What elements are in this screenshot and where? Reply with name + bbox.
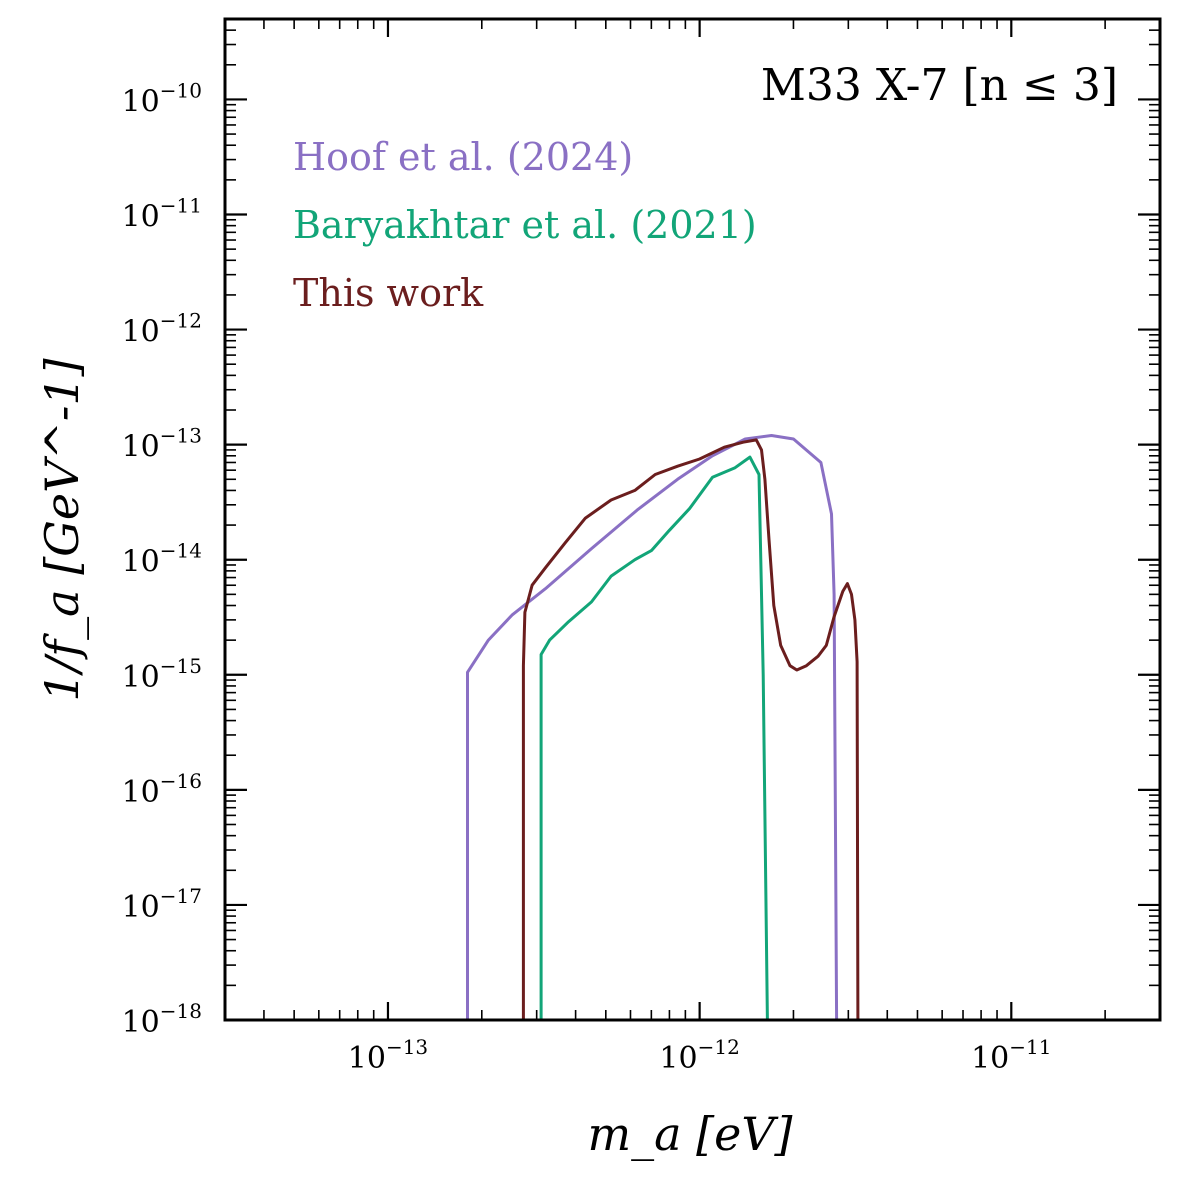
chart-title: M33 X-7 [n ≤ 3] bbox=[761, 60, 1118, 111]
x-axis-label: m_a [eV] bbox=[587, 1107, 792, 1161]
y-tick-label: 10−14 bbox=[122, 539, 202, 580]
y-tick-label: 10−16 bbox=[122, 769, 202, 810]
y-tick-label: 10−17 bbox=[122, 884, 202, 925]
y-tick-label: 10−10 bbox=[122, 78, 202, 119]
y-tick-label: 10−13 bbox=[122, 424, 202, 465]
series-layer bbox=[466, 434, 860, 1021]
y-axis-label: 1/f_a [GeV^-1] bbox=[35, 358, 89, 701]
legend-entry-baryakhtar: Baryakhtar et al. (2021) bbox=[293, 203, 757, 247]
legend: Hoof et al. (2024) Baryakhtar et al. (20… bbox=[293, 135, 757, 315]
y-tick-label: 10−11 bbox=[122, 194, 202, 235]
series-line-this-work bbox=[521, 438, 860, 1021]
y-tick-label: 10−12 bbox=[122, 309, 202, 350]
legend-entry-this-work: This work bbox=[293, 271, 484, 315]
y-tick-label: 10−15 bbox=[122, 654, 202, 695]
major-ticks bbox=[225, 19, 1160, 1022]
x-tick-label: 10−11 bbox=[971, 1035, 1051, 1076]
minor-ticks bbox=[224, 18, 1161, 1020]
x-tick-label: 10−12 bbox=[659, 1035, 739, 1076]
series-line-baryakhtar bbox=[539, 455, 769, 1021]
plot-frame bbox=[223, 17, 1162, 1022]
x-tick-labels: 10−13 10−12 10−11 bbox=[348, 1035, 1052, 1076]
y-tick-label: 10−18 bbox=[122, 999, 202, 1040]
legend-entry-hoof: Hoof et al. (2024) bbox=[293, 135, 633, 179]
series-line-hoof bbox=[466, 434, 839, 1021]
x-tick-label: 10−13 bbox=[348, 1035, 428, 1076]
y-tick-labels: 10−18 10−17 10−16 10−15 10−14 10−13 10−12 10−11… bbox=[122, 78, 202, 1040]
